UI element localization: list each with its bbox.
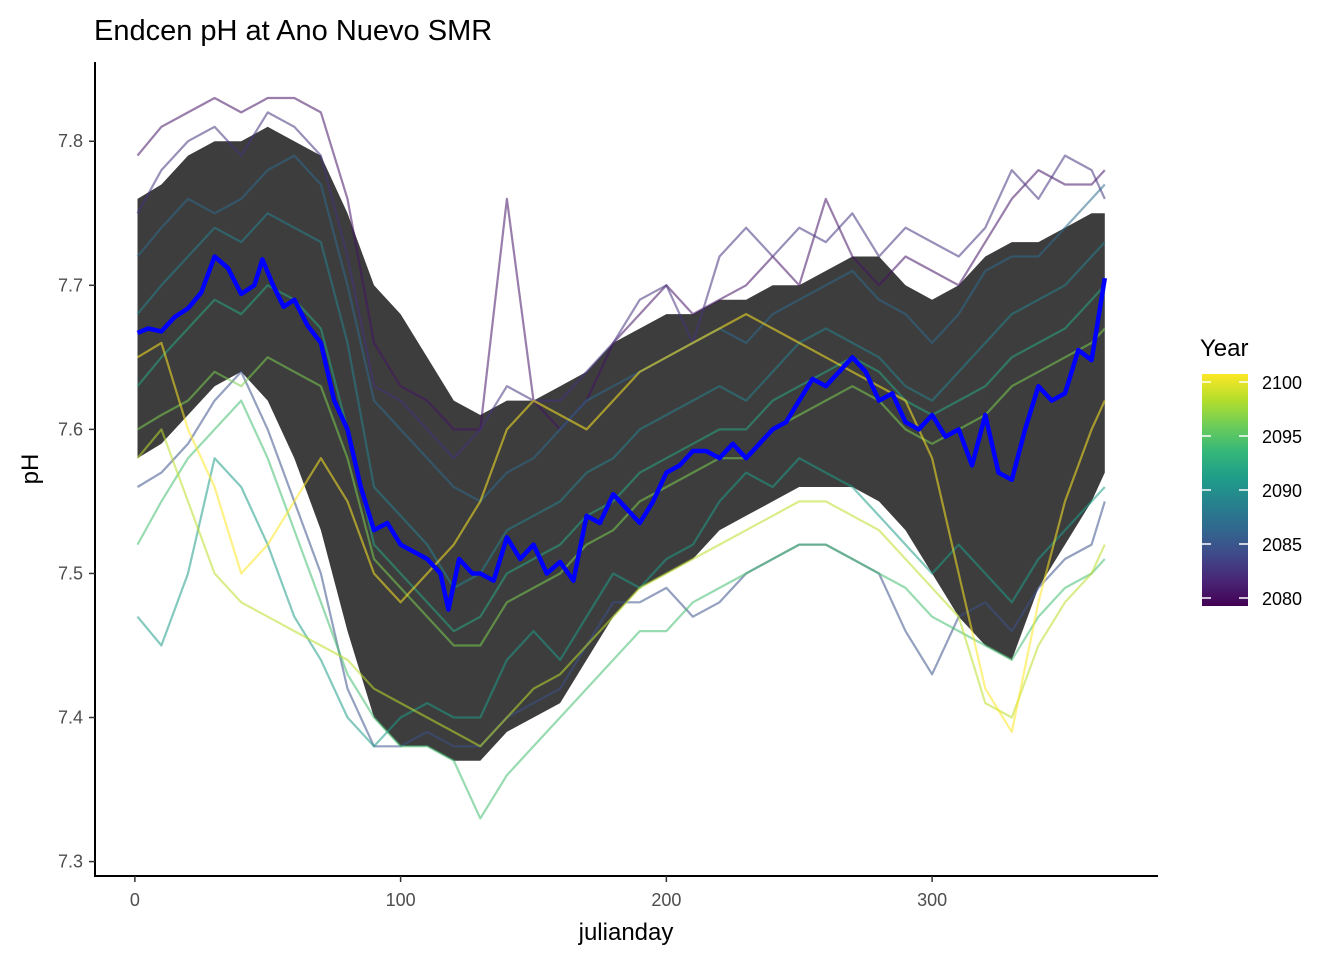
series-line-2081 bbox=[136, 96, 1106, 431]
series-line-2094 bbox=[136, 399, 1106, 820]
legend-label: 2080 bbox=[1262, 589, 1302, 609]
legend-label: 2095 bbox=[1262, 427, 1302, 447]
series-line-2100 bbox=[136, 313, 1106, 734]
mean-line bbox=[136, 254, 1108, 612]
chart-title: Endcen pH at Ano Nuevo SMR bbox=[94, 15, 492, 47]
y-tick-label: 7.5 bbox=[58, 563, 83, 583]
ribbon-layer bbox=[137, 126, 1105, 761]
series-line-2087 bbox=[136, 154, 1106, 503]
y-axis-ticks: 7.3 7.4 7.5 7.6 7.7 7.8 bbox=[58, 131, 95, 872]
series-line-2083 bbox=[136, 111, 1106, 460]
legend-label: 2100 bbox=[1262, 373, 1302, 393]
x-tick-label: 100 bbox=[386, 890, 416, 910]
x-tick-label: 300 bbox=[917, 890, 947, 910]
legend-title: Year bbox=[1200, 335, 1249, 362]
y-tick-label: 7.8 bbox=[58, 131, 83, 151]
y-axis-title: pH bbox=[17, 454, 44, 485]
legend-label: 2085 bbox=[1262, 535, 1302, 555]
y-tick-label: 7.7 bbox=[58, 275, 83, 295]
y-tick-label: 7.6 bbox=[58, 419, 83, 439]
legend-label: 2090 bbox=[1262, 481, 1302, 501]
x-axis-ticks: 0 100 200 300 bbox=[130, 876, 947, 910]
x-axis-title: julianday bbox=[578, 919, 674, 946]
series-line-2089 bbox=[136, 212, 1106, 590]
mean-layer bbox=[136, 254, 1108, 612]
ribbon-band bbox=[137, 126, 1105, 761]
x-tick-label: 0 bbox=[130, 890, 140, 910]
legend-ticks: 2080 2085 2090 2095 2100 bbox=[1202, 373, 1302, 609]
legend: Year 2080 2085 2090 2095 2100 bbox=[1200, 335, 1302, 609]
x-tick-label: 200 bbox=[651, 890, 681, 910]
y-tick-label: 7.4 bbox=[58, 708, 83, 728]
y-tick-label: 7.3 bbox=[58, 852, 83, 872]
series-line-2098 bbox=[136, 428, 1106, 748]
plot-area bbox=[136, 96, 1108, 820]
